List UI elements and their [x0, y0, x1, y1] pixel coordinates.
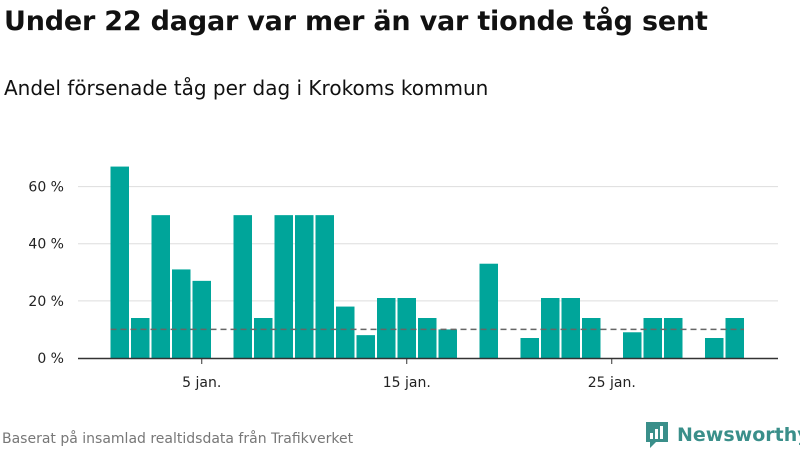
bar: [561, 298, 580, 358]
bar: [520, 338, 539, 358]
y-tick-label: 40 %: [28, 237, 64, 253]
y-tick-label: 20 %: [28, 294, 64, 310]
x-tick-label: 25 jan.: [588, 375, 636, 391]
bar: [274, 215, 293, 358]
chart-subtitle: Andel försenade tåg per dag i Krokoms ko…: [4, 76, 489, 100]
brand-name: Newsworthy: [677, 424, 800, 446]
y-tick-label: 60 %: [28, 180, 64, 196]
bar: [192, 280, 211, 358]
newsworthy-logo-icon: [646, 422, 668, 448]
bar: [377, 298, 396, 358]
bar: [110, 166, 129, 358]
bar: [151, 215, 170, 358]
chart-title: Under 22 dagar var mer än var tionde tåg…: [4, 6, 708, 37]
bar: [725, 318, 744, 358]
bar: [479, 263, 498, 358]
x-tick-label: 15 jan.: [383, 375, 431, 391]
bar: [438, 329, 457, 358]
bar: [643, 318, 662, 358]
bar: [295, 215, 314, 358]
bar: [541, 298, 560, 358]
bar: [336, 306, 355, 358]
bar: [254, 318, 273, 358]
bar-chart: 0 % 20 % 40 % 60 % 5 jan. 15 jan. 25 jan.: [28, 166, 778, 391]
bar: [233, 215, 252, 358]
bar: [418, 318, 437, 358]
bar: [623, 332, 642, 358]
x-tick-label: 5 jan.: [182, 375, 221, 391]
bar: [131, 318, 150, 358]
bar: [315, 215, 334, 358]
bar: [356, 335, 375, 358]
bar: [397, 298, 416, 358]
bar: [705, 338, 724, 358]
bar: [172, 269, 191, 358]
brand-logo: Newsworthy: [644, 420, 800, 450]
bar: [582, 318, 601, 358]
y-tick-label: 0 %: [37, 351, 64, 367]
source-note: Baserat på insamlad realtidsdata från Tr…: [2, 431, 354, 447]
bar: [664, 318, 683, 358]
